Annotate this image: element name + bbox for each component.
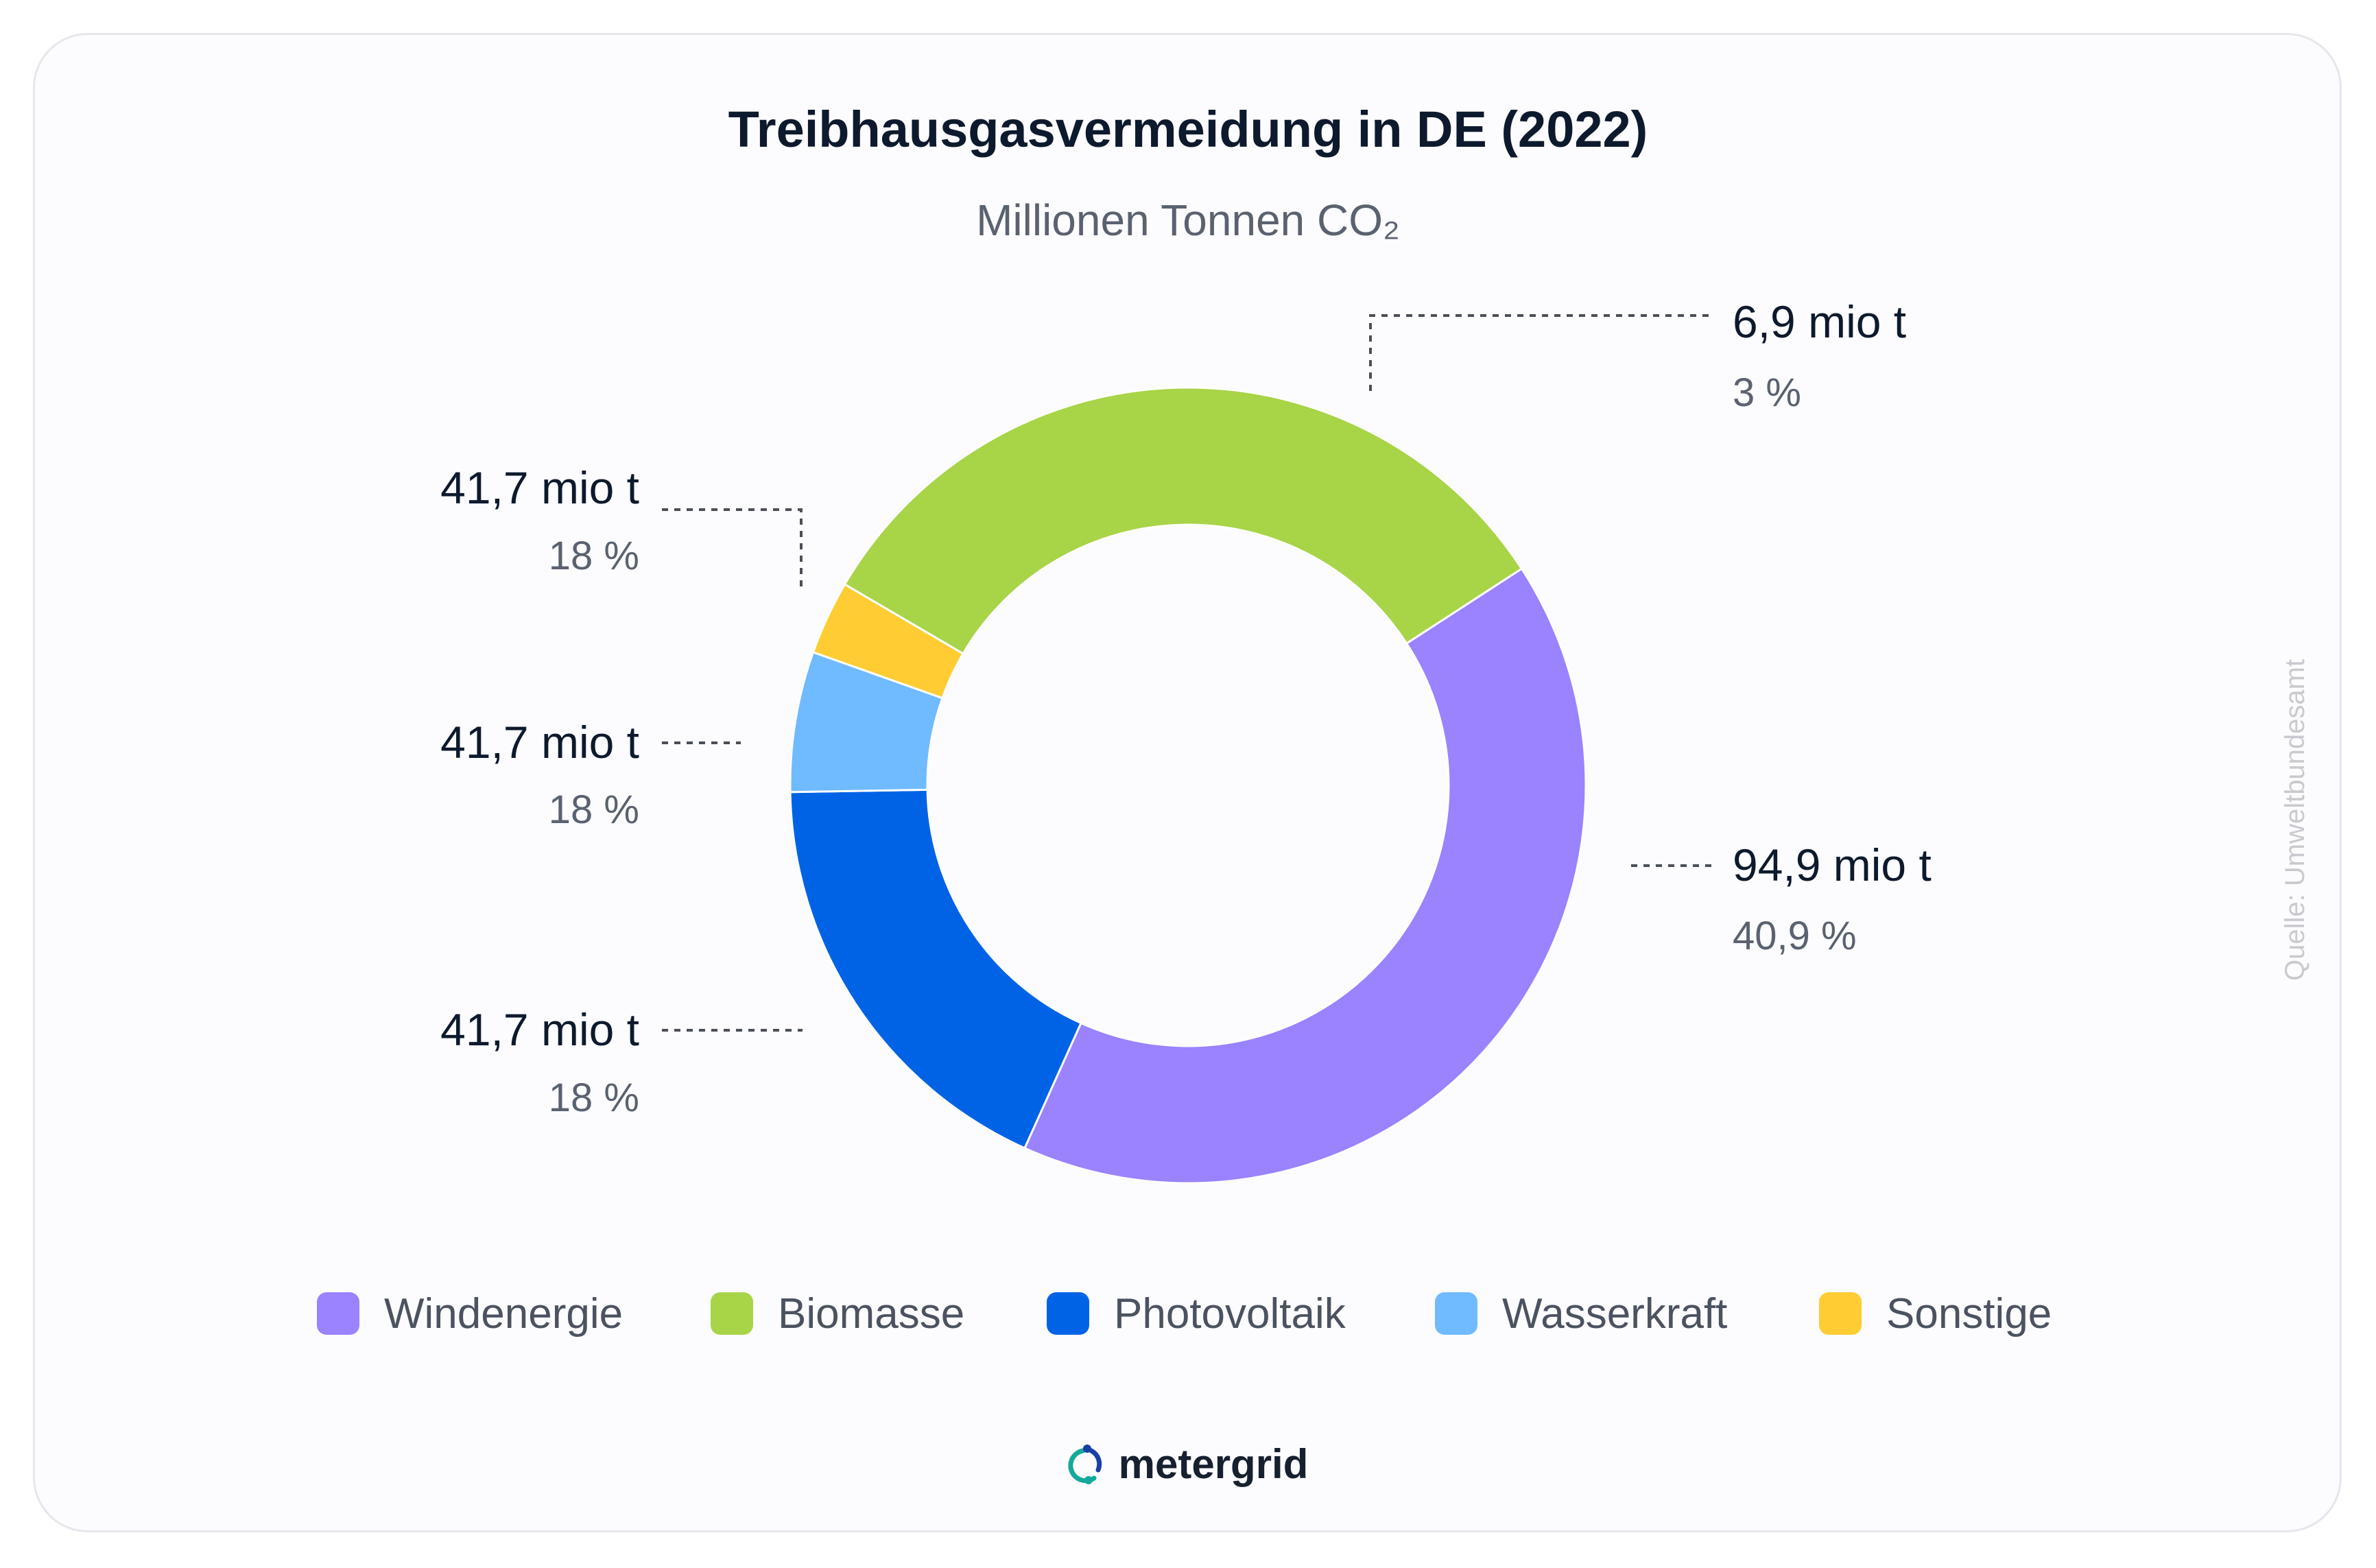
slice-windenergie [1023, 567, 1587, 1185]
percent-label-biomasse: 3 % [1733, 370, 1801, 415]
legend-label: Windenergie [384, 1290, 623, 1338]
legend-label: Sonstige [1886, 1290, 2052, 1338]
legend-label: Wasserkraft [1502, 1290, 1728, 1338]
percent-label-windenergie: 40,9 % [1733, 914, 1857, 958]
legend-item-windenergie: Windenergie [317, 1286, 623, 1341]
chart-title: Treibhausgasvermeidung in DE (2022) [728, 101, 1648, 158]
slice-biomasse [843, 386, 1523, 655]
legend: Windenergie Biomasse Photovoltaik Wasserkra… [0, 1286, 2376, 1341]
metergrid-logo-icon [1067, 1444, 1102, 1484]
value-label-windenergie: 94,9 mio t [1733, 840, 1932, 890]
brand: metergrid [0, 1440, 2376, 1488]
legend-item-biomasse: Biomasse [711, 1286, 964, 1341]
legend-label: Biomasse [778, 1290, 965, 1338]
percent-label-sonstige: 18 % [549, 534, 639, 578]
legend-swatch [1819, 1292, 1862, 1335]
leader-lines [662, 314, 1712, 1032]
brand-name: metergrid [1118, 1441, 1309, 1487]
value-label-sonstige: 41,7 mio t [440, 462, 639, 513]
leader-line-sonstige [662, 508, 803, 586]
data-labels: 94,9 mio t 40,9 % 41,7 mio t 18 % 41,7 mio t… [440, 296, 1932, 1120]
value-label-photovoltaik: 41,7 mio t [440, 1004, 639, 1055]
legend-item-wasserkraft: Wasserkraft [1435, 1286, 1727, 1341]
legend-item-photovoltaik: Photovoltaik [1047, 1286, 1346, 1341]
slice-photovoltaik [789, 788, 1082, 1150]
chart-subtitle: Millionen Tonnen CO₂ [976, 195, 1400, 245]
chart-card [33, 33, 2342, 1532]
leader-line-biomasse [1369, 314, 1712, 391]
legend-item-sonstige: Sonstige [1819, 1286, 2052, 1341]
legend-swatch [1435, 1292, 1477, 1335]
percent-label-wasserkraft: 18 % [549, 787, 639, 832]
legend-label: Photovoltaik [1114, 1290, 1346, 1338]
legend-swatch [1047, 1292, 1089, 1335]
donut-slices [789, 386, 1587, 1185]
legend-swatch [711, 1292, 753, 1335]
value-label-biomasse: 6,9 mio t [1733, 296, 1906, 347]
percent-label-photovoltaik: 18 % [549, 1076, 639, 1120]
legend-swatch [317, 1292, 359, 1335]
value-label-wasserkraft: 41,7 mio t [440, 717, 639, 768]
